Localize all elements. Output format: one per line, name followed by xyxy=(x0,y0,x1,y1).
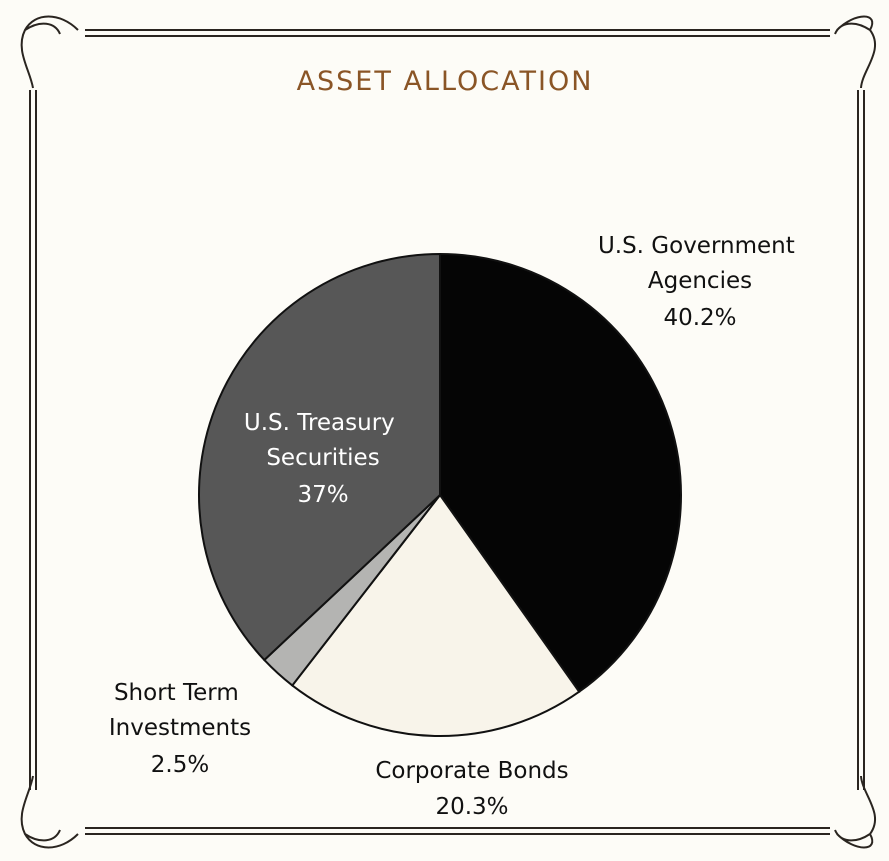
slice-label: Short Term Investments xyxy=(109,680,251,741)
slice-label: U.S. Treasury Securities xyxy=(244,410,402,471)
frame xyxy=(20,15,877,849)
pie-slice xyxy=(198,252,441,662)
value-label: 2.5% xyxy=(151,752,209,778)
slice-label: Corporate Bonds xyxy=(375,758,568,784)
slice-label: U.S. Government Agencies xyxy=(598,233,802,294)
value-label: 40.2% xyxy=(663,305,736,331)
value-label: 37% xyxy=(297,482,348,508)
pie-slice xyxy=(439,252,682,694)
value-label: 20.3% xyxy=(435,794,508,820)
pie-slice xyxy=(290,493,581,737)
chart-title: ASSET ALLOCATION xyxy=(297,66,594,97)
